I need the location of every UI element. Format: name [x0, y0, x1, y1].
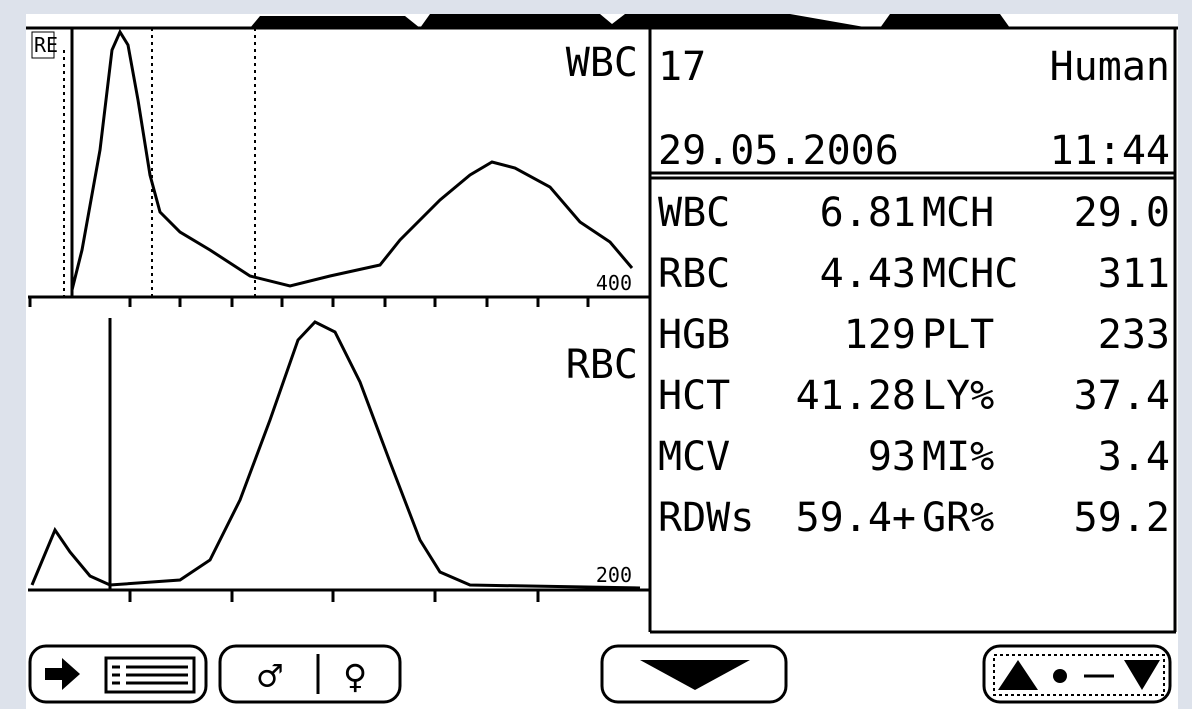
param-name: MCHC: [922, 251, 1018, 297]
ticks: [28, 297, 590, 602]
param-name: MCV: [658, 434, 730, 480]
sample-header: 17 Human 29.05.2006 11:44: [650, 28, 1177, 634]
param-name: HCT: [658, 373, 730, 419]
param-value: 29.0: [1074, 190, 1170, 236]
param-name: LY%: [922, 373, 994, 419]
icon-arrow: [45, 658, 80, 690]
button-frame: [218, 644, 402, 704]
param-name: GR%: [922, 495, 994, 541]
top-tabs: [250, 14, 1010, 28]
param-value: 311: [1098, 251, 1170, 297]
histogram-label: WBC: [566, 40, 638, 86]
wbc-histogram: RE WBC 400: [28, 28, 652, 632]
male: ♂: [258, 654, 282, 700]
param-name: RBC: [658, 251, 730, 297]
time: 11:44: [1050, 128, 1170, 174]
scale-label: 200: [596, 563, 632, 587]
param-name: MCH: [922, 190, 994, 236]
down-button[interactable]: [600, 644, 788, 704]
param-value: 93: [868, 434, 916, 480]
marker: RE: [34, 33, 58, 57]
menu-button[interactable]: [28, 644, 208, 704]
female: ♀: [343, 654, 367, 700]
param-name: MI%: [922, 434, 994, 480]
param-value: 3.4: [1098, 434, 1170, 480]
adjust-button[interactable]: [982, 644, 1172, 704]
icon-down: [640, 660, 750, 690]
param-value: 59.2: [1074, 495, 1170, 541]
marker-box: [31, 31, 55, 59]
curve: [30, 320, 641, 590]
date: 29.05.2006: [658, 128, 899, 174]
histogram-label: RBC: [566, 342, 638, 388]
param-name: RDWs: [658, 495, 754, 541]
param-value: 4.43: [820, 251, 916, 297]
sample-id: 17: [658, 44, 706, 90]
species: Human: [1050, 44, 1170, 90]
curve: [70, 28, 634, 291]
icon-up-down: [998, 660, 1160, 690]
param-value: 233: [1098, 312, 1170, 358]
gender-button[interactable]: ♂ ♀: [218, 644, 402, 704]
param-value: 59.4+: [796, 495, 916, 541]
lcd: [26, 14, 1178, 709]
param-name: PLT: [922, 312, 994, 358]
param-name: WBC: [658, 190, 730, 236]
param-name: HGB: [658, 312, 730, 358]
icon-list-lines: [112, 665, 188, 685]
results-table: WBC 6.81 MCH 29.0 RBC 4.43 MCHC 311 HGB 129 PLT 233…: [658, 190, 1170, 541]
scale-label: 400: [596, 271, 632, 295]
param-value: 37.4: [1074, 373, 1170, 419]
icon-frame: [993, 654, 1165, 696]
icon-dot: [1053, 669, 1067, 683]
param-value: 41.28: [796, 373, 916, 419]
button-bar: ♂ ♀: [28, 644, 1172, 704]
param-value: 6.81: [820, 190, 916, 236]
param-value: 129: [844, 312, 916, 358]
rbc-histogram: RBC 200: [28, 297, 650, 602]
